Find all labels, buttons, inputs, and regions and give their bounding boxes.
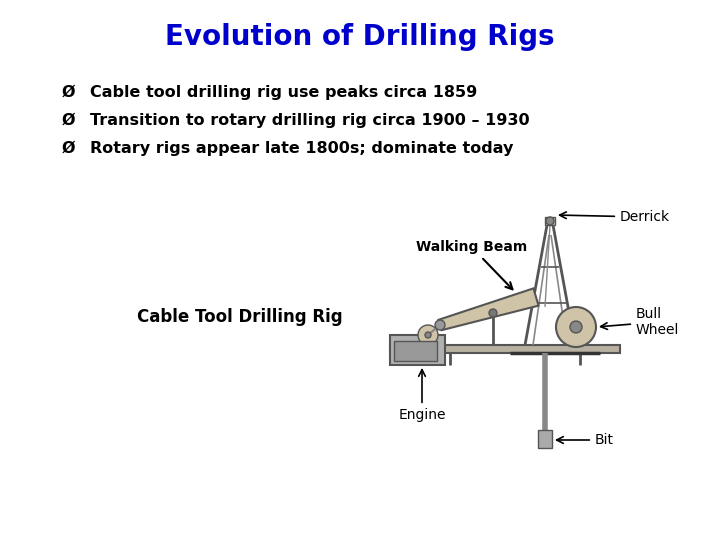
Bar xyxy=(545,217,555,225)
Text: Bit: Bit xyxy=(557,433,614,447)
Text: Cable Tool Drilling Rig: Cable Tool Drilling Rig xyxy=(138,308,343,326)
Polygon shape xyxy=(438,288,539,330)
Text: Evolution of Drilling Rigs: Evolution of Drilling Rigs xyxy=(165,23,555,51)
Text: Engine: Engine xyxy=(398,370,446,422)
Bar xyxy=(394,341,437,361)
Circle shape xyxy=(556,307,596,347)
Text: Cable tool drilling rig use peaks circa 1859: Cable tool drilling rig use peaks circa … xyxy=(90,84,477,99)
Text: Walking Beam: Walking Beam xyxy=(416,240,527,289)
Circle shape xyxy=(570,321,582,333)
Text: Derrick: Derrick xyxy=(559,210,670,224)
Circle shape xyxy=(546,217,554,225)
Circle shape xyxy=(435,320,445,330)
Circle shape xyxy=(425,332,431,338)
Bar xyxy=(538,430,552,448)
Text: Rotary rigs appear late 1800s; dominate today: Rotary rigs appear late 1800s; dominate … xyxy=(90,140,513,156)
Circle shape xyxy=(418,325,438,345)
Text: Ø: Ø xyxy=(61,84,75,99)
Bar xyxy=(390,335,445,365)
Bar xyxy=(390,345,620,353)
Text: Ø: Ø xyxy=(61,140,75,156)
Circle shape xyxy=(489,309,497,317)
Text: Ø: Ø xyxy=(61,112,75,127)
Text: Transition to rotary drilling rig circa 1900 – 1930: Transition to rotary drilling rig circa … xyxy=(90,112,530,127)
Text: Bull
Wheel: Bull Wheel xyxy=(600,307,680,337)
